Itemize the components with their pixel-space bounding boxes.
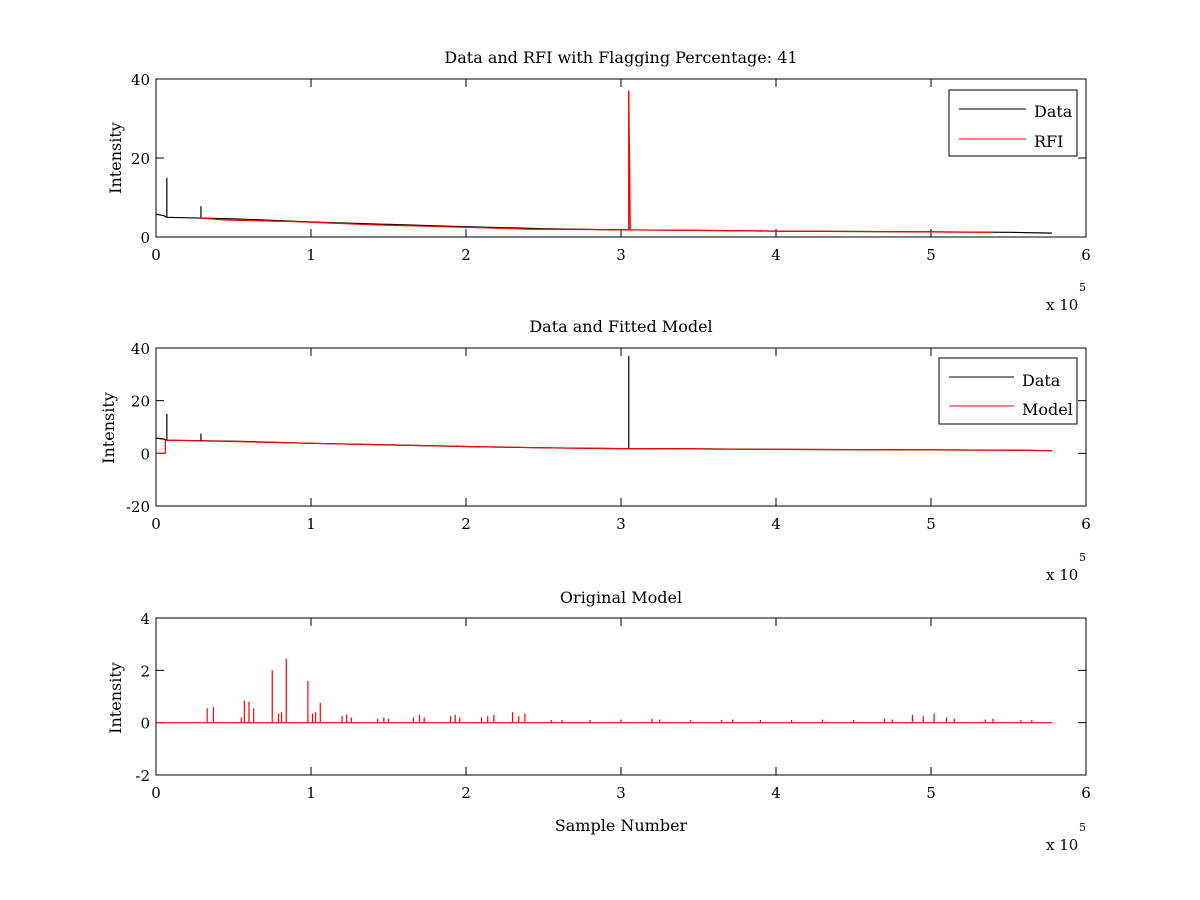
- x-tick-label: 3: [616, 246, 626, 264]
- y-tick-label: -2: [135, 767, 150, 785]
- x-tick-label: 2: [461, 784, 471, 802]
- y-tick-label: -20: [126, 498, 150, 516]
- panel-original-ylabel: Intensity: [106, 662, 125, 734]
- y-tick-label: 0: [140, 229, 150, 247]
- panel-model-ylabel: Intensity: [99, 392, 118, 464]
- y-tick-label: 20: [131, 150, 150, 168]
- y-tick-label: 0: [140, 715, 150, 733]
- series-line-rfi: [199, 90, 994, 233]
- panel-rfi-multiplier-exponent: 5: [1079, 281, 1086, 294]
- x-tick-label: 6: [1081, 515, 1091, 533]
- y-tick-label: 2: [140, 662, 150, 680]
- x-tick-label: 5: [926, 784, 936, 802]
- panel-model-title: Data and Fitted Model: [529, 317, 712, 336]
- panel-rfi-multiplier: x 10 5: [1046, 281, 1086, 314]
- legend-label-model: Model: [1022, 400, 1073, 419]
- x-tick-label: 3: [616, 784, 626, 802]
- series-line-model: [156, 439, 1052, 454]
- panel-original-multiplier-exponent: 5: [1079, 821, 1086, 834]
- panel-original-lines: [156, 658, 1052, 724]
- panel-original-title: Original Model: [560, 588, 682, 607]
- panel-model-multiplier-exponent: 5: [1079, 551, 1086, 564]
- x-tick-label: 0: [151, 784, 161, 802]
- legend-label-data: Data: [1034, 102, 1073, 121]
- x-tick-label: 1: [306, 784, 316, 802]
- x-tick-label: 0: [151, 515, 161, 533]
- panel-model-multiplier-base: x 10: [1046, 566, 1078, 584]
- panel-rfi-title: Data and RFI with Flagging Percentage: 4…: [444, 48, 797, 67]
- x-tick-label: 1: [306, 246, 316, 264]
- x-tick-label: 6: [1081, 246, 1091, 264]
- panel-model-legend: Data Model: [938, 357, 1078, 425]
- panel-original-axes: [155, 617, 1087, 776]
- y-tick-label: 40: [131, 71, 150, 89]
- x-tick-label: 1: [306, 515, 316, 533]
- x-tick-label: 5: [926, 246, 936, 264]
- panel-original-multiplier-base: x 10: [1046, 836, 1078, 854]
- y-tick-label: 40: [131, 340, 150, 358]
- panel-original-multiplier: x 10 5: [1046, 821, 1086, 854]
- legend-label-rfi: RFI: [1034, 132, 1063, 151]
- panel-rfi: Data and RFI with Flagging Percentage: 4…: [106, 48, 1091, 314]
- x-tick-label: 3: [616, 515, 626, 533]
- x-tick-label: 6: [1081, 784, 1091, 802]
- panel-rfi-multiplier-base: x 10: [1046, 296, 1078, 314]
- panel-model-lines: [155, 355, 1052, 454]
- y-tick-label: 20: [131, 393, 150, 411]
- panel-model-legend-box: [938, 357, 1078, 425]
- x-tick-label: 2: [461, 515, 471, 533]
- x-tick-label: 0: [151, 246, 161, 264]
- panel-rfi-lines: [155, 90, 1052, 234]
- panel-original-xlabel: Sample Number: [555, 816, 688, 835]
- panel-model-axes: [155, 347, 1087, 507]
- legend-label-data-2: Data: [1022, 371, 1061, 390]
- panel-rfi-legend: Data RFI: [948, 89, 1078, 157]
- panel-model: Data and Fitted Model Intensity 0 1 2 3 4 5 6 -…: [99, 317, 1091, 584]
- y-tick-label: 0: [140, 445, 150, 463]
- y-tick-label: 4: [140, 610, 150, 628]
- x-tick-label: 2: [461, 246, 471, 264]
- x-tick-label: 5: [926, 515, 936, 533]
- panel-rfi-axes: [155, 78, 1087, 238]
- x-tick-label: 4: [771, 246, 781, 264]
- panel-model-multiplier: x 10 5: [1046, 551, 1086, 584]
- x-tick-label: 4: [771, 784, 781, 802]
- x-tick-label: 4: [771, 515, 781, 533]
- panel-rfi-ylabel: Intensity: [106, 122, 125, 194]
- panel-rfi-ticks: 0 1 2 3 4 5 6 0 20 40: [131, 71, 1091, 264]
- panel-rfi-legend-box: [948, 89, 1078, 157]
